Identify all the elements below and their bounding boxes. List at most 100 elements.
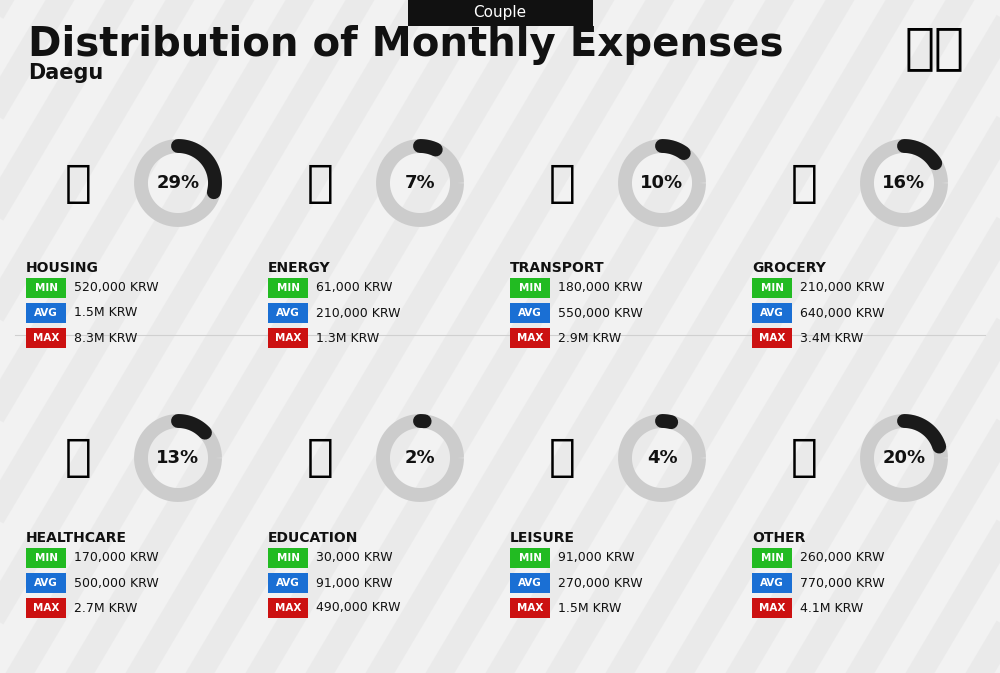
Text: MIN: MIN — [518, 283, 542, 293]
FancyBboxPatch shape — [510, 598, 550, 618]
Text: 29%: 29% — [156, 174, 200, 192]
FancyBboxPatch shape — [268, 573, 308, 593]
Text: 8.3M KRW: 8.3M KRW — [74, 332, 137, 345]
Text: 🎓: 🎓 — [307, 437, 333, 479]
FancyBboxPatch shape — [268, 328, 308, 348]
FancyBboxPatch shape — [752, 328, 792, 348]
Text: LEISURE: LEISURE — [510, 531, 575, 545]
Text: 61,000 KRW: 61,000 KRW — [316, 281, 392, 295]
Text: MAX: MAX — [759, 603, 785, 613]
Text: AVG: AVG — [34, 308, 58, 318]
Text: 91,000 KRW: 91,000 KRW — [558, 551, 635, 565]
Text: 260,000 KRW: 260,000 KRW — [800, 551, 885, 565]
Text: 20%: 20% — [882, 449, 926, 467]
Text: 4%: 4% — [647, 449, 677, 467]
FancyBboxPatch shape — [752, 573, 792, 593]
Text: 640,000 KRW: 640,000 KRW — [800, 306, 885, 320]
Text: MAX: MAX — [517, 333, 543, 343]
Text: 1.5M KRW: 1.5M KRW — [558, 602, 621, 614]
Text: GROCERY: GROCERY — [752, 261, 826, 275]
FancyBboxPatch shape — [510, 278, 550, 298]
Text: AVG: AVG — [518, 308, 542, 318]
Text: OTHER: OTHER — [752, 531, 805, 545]
Text: MAX: MAX — [759, 333, 785, 343]
FancyBboxPatch shape — [510, 573, 550, 593]
FancyBboxPatch shape — [752, 598, 792, 618]
Text: 520,000 KRW: 520,000 KRW — [74, 281, 159, 295]
Text: 💰: 💰 — [791, 437, 817, 479]
FancyBboxPatch shape — [26, 303, 66, 323]
Text: MIN: MIN — [276, 283, 300, 293]
Text: MIN: MIN — [761, 553, 784, 563]
Text: 550,000 KRW: 550,000 KRW — [558, 306, 643, 320]
Text: 🛒: 🛒 — [791, 162, 817, 205]
Text: HOUSING: HOUSING — [26, 261, 99, 275]
Text: 770,000 KRW: 770,000 KRW — [800, 577, 885, 590]
Text: AVG: AVG — [276, 308, 300, 318]
FancyBboxPatch shape — [26, 598, 66, 618]
Text: 🚌: 🚌 — [549, 162, 575, 205]
Text: MAX: MAX — [275, 333, 301, 343]
Text: ENERGY: ENERGY — [268, 261, 331, 275]
Text: EDUCATION: EDUCATION — [268, 531, 358, 545]
Text: 1.5M KRW: 1.5M KRW — [74, 306, 137, 320]
Text: Daegu: Daegu — [28, 63, 103, 83]
FancyBboxPatch shape — [268, 303, 308, 323]
FancyBboxPatch shape — [26, 573, 66, 593]
Text: MIN: MIN — [518, 553, 542, 563]
Text: MIN: MIN — [34, 283, 58, 293]
Text: 🛍️: 🛍️ — [549, 437, 575, 479]
Text: AVG: AVG — [518, 578, 542, 588]
Text: 2%: 2% — [405, 449, 435, 467]
Text: Distribution of Monthly Expenses: Distribution of Monthly Expenses — [28, 25, 784, 65]
Text: AVG: AVG — [276, 578, 300, 588]
Text: 91,000 KRW: 91,000 KRW — [316, 577, 392, 590]
Text: MIN: MIN — [276, 553, 300, 563]
FancyBboxPatch shape — [268, 278, 308, 298]
Text: 🏢: 🏢 — [65, 162, 91, 205]
Text: 180,000 KRW: 180,000 KRW — [558, 281, 643, 295]
Text: Couple: Couple — [473, 5, 527, 20]
Text: 210,000 KRW: 210,000 KRW — [800, 281, 885, 295]
Text: TRANSPORT: TRANSPORT — [510, 261, 605, 275]
Text: MAX: MAX — [33, 603, 59, 613]
Text: 270,000 KRW: 270,000 KRW — [558, 577, 643, 590]
FancyBboxPatch shape — [26, 548, 66, 568]
FancyBboxPatch shape — [752, 303, 792, 323]
Text: MAX: MAX — [33, 333, 59, 343]
Text: 2.7M KRW: 2.7M KRW — [74, 602, 137, 614]
FancyBboxPatch shape — [752, 278, 792, 298]
FancyBboxPatch shape — [510, 328, 550, 348]
Text: 30,000 KRW: 30,000 KRW — [316, 551, 393, 565]
Text: 1.3M KRW: 1.3M KRW — [316, 332, 379, 345]
FancyBboxPatch shape — [752, 548, 792, 568]
Text: AVG: AVG — [34, 578, 58, 588]
Text: 7%: 7% — [405, 174, 435, 192]
Text: MAX: MAX — [275, 603, 301, 613]
FancyBboxPatch shape — [26, 328, 66, 348]
Text: 2.9M KRW: 2.9M KRW — [558, 332, 621, 345]
Text: HEALTHCARE: HEALTHCARE — [26, 531, 127, 545]
Text: 10%: 10% — [640, 174, 684, 192]
Text: 170,000 KRW: 170,000 KRW — [74, 551, 159, 565]
FancyBboxPatch shape — [268, 548, 308, 568]
Text: 210,000 KRW: 210,000 KRW — [316, 306, 400, 320]
Text: MAX: MAX — [517, 603, 543, 613]
FancyBboxPatch shape — [268, 598, 308, 618]
Text: 🔌: 🔌 — [307, 162, 333, 205]
Text: 490,000 KRW: 490,000 KRW — [316, 602, 400, 614]
Text: 500,000 KRW: 500,000 KRW — [74, 577, 159, 590]
Text: 3.4M KRW: 3.4M KRW — [800, 332, 863, 345]
Text: AVG: AVG — [760, 578, 784, 588]
Text: 13%: 13% — [156, 449, 200, 467]
Text: 4.1M KRW: 4.1M KRW — [800, 602, 863, 614]
Text: 💊: 💊 — [65, 437, 91, 479]
Text: MIN: MIN — [34, 553, 58, 563]
Text: 16%: 16% — [882, 174, 926, 192]
FancyBboxPatch shape — [510, 548, 550, 568]
Text: AVG: AVG — [760, 308, 784, 318]
FancyBboxPatch shape — [26, 278, 66, 298]
Text: MIN: MIN — [761, 283, 784, 293]
Text: 🇰🇷: 🇰🇷 — [905, 24, 965, 72]
FancyBboxPatch shape — [510, 303, 550, 323]
